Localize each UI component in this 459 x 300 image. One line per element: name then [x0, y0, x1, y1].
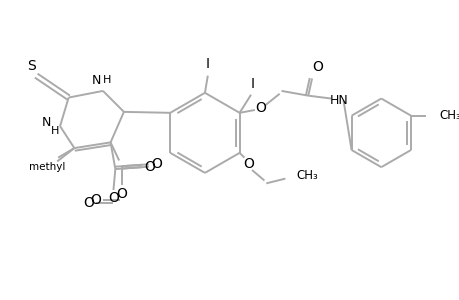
Text: S: S [27, 59, 36, 73]
Text: O: O [144, 160, 155, 174]
Text: O: O [255, 101, 265, 115]
Text: CH₃: CH₃ [439, 109, 459, 122]
Text: O: O [90, 193, 101, 207]
Text: O: O [83, 196, 94, 210]
Text: HN: HN [329, 94, 347, 107]
Text: I: I [251, 77, 254, 91]
Text: O: O [243, 157, 254, 171]
Text: methyl: methyl [28, 162, 65, 172]
Text: O: O [116, 187, 127, 201]
Text: N: N [42, 116, 51, 129]
Text: O: O [151, 157, 162, 171]
Text: O: O [312, 60, 323, 74]
Text: N: N [91, 74, 101, 87]
Text: H: H [102, 75, 111, 85]
Text: O: O [108, 191, 118, 205]
Text: I: I [205, 57, 209, 71]
Text: H: H [51, 126, 59, 136]
Text: CH₃: CH₃ [296, 169, 318, 182]
